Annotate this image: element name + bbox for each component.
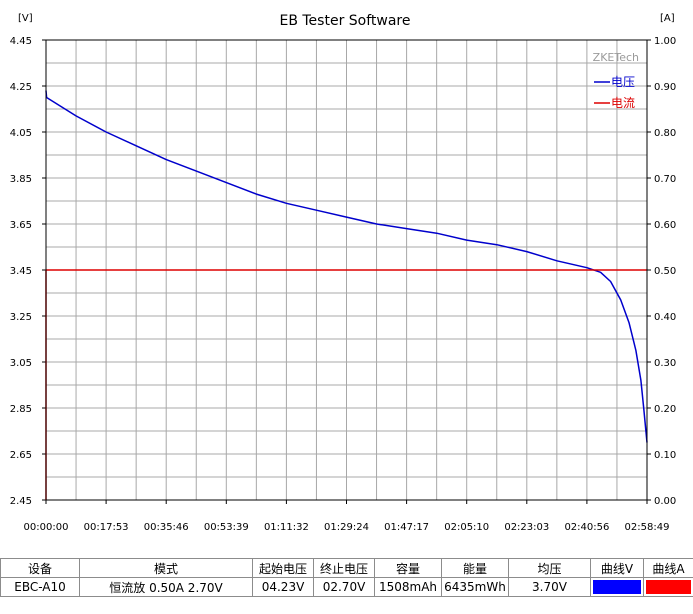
header-cell: 容量 — [374, 558, 442, 578]
y-right-tick-label: 0.20 — [654, 404, 676, 415]
header-cell: 均压 — [508, 558, 591, 578]
y-right-tick-label: 0.40 — [654, 312, 676, 323]
device-cell: EBC-A10 — [0, 577, 80, 597]
y-left-tick-label: 4.25 — [10, 82, 32, 93]
y-right-tick-label: 0.90 — [654, 82, 676, 93]
y-left-tick-label: 2.65 — [10, 450, 32, 461]
x-tick-label: 02:58:49 — [625, 522, 670, 533]
x-tick-label: 02:40:56 — [564, 522, 609, 533]
brand-label: ZKETech — [593, 51, 639, 64]
y-right-unit: [A] — [660, 13, 675, 24]
legend-label-voltage: 电压 — [611, 75, 635, 89]
x-tick-label: 00:35:46 — [144, 522, 189, 533]
y-left-unit: [V] — [18, 13, 33, 24]
y-right-tick-label: 0.10 — [654, 450, 676, 461]
y-right-axis: 1.00 0.90 0.80 0.70 0.60 0.50 0.40 0.30 0.20 0.10… — [647, 36, 676, 507]
legend: 电压 电流 — [594, 75, 635, 110]
chart-title: EB Tester Software — [279, 13, 410, 29]
legend-label-current: 电流 — [611, 96, 635, 110]
header-cell: 能量 — [441, 558, 509, 578]
y-right-tick-label: 1.00 — [654, 36, 676, 47]
y-left-tick-label: 2.85 — [10, 404, 32, 415]
x-tick-label: 00:17:53 — [84, 522, 129, 533]
curve-a-swatch[interactable] — [646, 580, 691, 594]
capacity-cell: 1508mAh — [374, 577, 442, 597]
x-axis: 00:00:00 00:17:53 00:35:46 00:53:39 01:11:32… — [24, 500, 670, 533]
series-line-voltage — [45, 90, 648, 443]
header-cell: 设备 — [0, 558, 80, 578]
y-left-tick-label: 3.05 — [10, 358, 32, 369]
y-right-tick-label: 0.80 — [654, 128, 676, 139]
energy-cell: 6435mWh — [441, 577, 509, 597]
y-left-tick-label: 2.45 — [10, 496, 32, 507]
y-left-tick-label: 3.85 — [10, 174, 32, 185]
y-right-tick-label: 0.50 — [654, 266, 676, 277]
x-tick-label: 01:29:24 — [324, 522, 369, 533]
y-right-tick-label: 0.00 — [654, 496, 676, 507]
table-header-row: 设备 模式 起始电压 终止电压 容量 能量 均压 曲线V 曲线A — [0, 558, 693, 578]
header-cell: 终止电压 — [313, 558, 375, 578]
y-left-axis: 4.45 4.25 4.05 3.85 3.65 3.45 3.25 3.05 2.85 2.65… — [10, 36, 46, 507]
curve-v-swatch[interactable] — [593, 580, 641, 594]
x-tick-label: 01:11:32 — [264, 522, 309, 533]
plot-border — [45, 39, 648, 501]
x-tick-label: 01:47:17 — [384, 522, 429, 533]
y-left-tick-label: 3.65 — [10, 220, 32, 231]
table-row: EBC-A10 恒流放 0.50A 2.70V 04.23V 02.70V 15… — [0, 577, 693, 597]
curve-v-cell[interactable] — [590, 577, 644, 597]
header-cell: 模式 — [79, 558, 253, 578]
y-right-tick-label: 0.30 — [654, 358, 676, 369]
header-cell: 曲线V — [590, 558, 644, 578]
chart: 4.45 4.25 4.05 3.85 3.65 3.45 3.25 3.05 2.85 2.65… — [10, 13, 677, 533]
y-right-tick-label: 0.60 — [654, 220, 676, 231]
header-cell: 起始电压 — [252, 558, 314, 578]
y-right-tick-label: 0.70 — [654, 174, 676, 185]
x-tick-label: 00:00:00 — [24, 522, 69, 533]
y-left-tick-label: 3.25 — [10, 312, 32, 323]
x-tick-label: 02:23:03 — [504, 522, 549, 533]
start-voltage-cell: 04.23V — [252, 577, 314, 597]
avg-voltage-cell: 3.70V — [508, 577, 591, 597]
end-voltage-cell: 02.70V — [313, 577, 375, 597]
y-left-tick-label: 4.45 — [10, 36, 32, 47]
header-cell: 曲线A — [643, 558, 693, 578]
y-left-tick-label: 4.05 — [10, 128, 32, 139]
mode-cell: 恒流放 0.50A 2.70V — [79, 577, 253, 597]
curve-a-cell[interactable] — [643, 577, 693, 597]
x-tick-label: 00:53:39 — [204, 522, 249, 533]
x-tick-label: 02:05:10 — [444, 522, 489, 533]
y-left-tick-label: 3.45 — [10, 266, 32, 277]
summary-table: 设备 模式 起始电压 终止电压 容量 能量 均压 曲线V 曲线A EBC-A10… — [0, 558, 693, 597]
